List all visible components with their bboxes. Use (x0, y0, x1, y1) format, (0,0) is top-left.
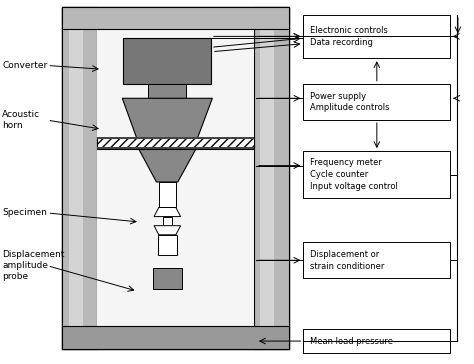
Bar (62, 7, 289, 349)
Bar (254, 7, 289, 349)
Bar (62, 326, 289, 349)
Bar (303, 151, 450, 198)
Bar (62, 7, 97, 349)
Bar (123, 38, 211, 84)
Bar (153, 268, 182, 289)
Text: Mean load pressure: Mean load pressure (310, 337, 393, 346)
Polygon shape (122, 98, 212, 140)
Bar (148, 84, 186, 98)
Bar (260, 7, 274, 349)
Bar (303, 84, 450, 120)
Bar (62, 7, 289, 29)
Polygon shape (154, 207, 181, 217)
Text: Converter: Converter (2, 61, 47, 70)
Text: Displacement or
strain conditioner: Displacement or strain conditioner (310, 250, 385, 271)
Bar (303, 242, 450, 278)
Text: Acoustic
horn: Acoustic horn (2, 110, 40, 130)
Text: Displacement
amplitude
probe: Displacement amplitude probe (2, 250, 65, 281)
Text: Specimen: Specimen (2, 209, 47, 217)
Polygon shape (139, 149, 196, 182)
Bar (303, 329, 450, 353)
Text: Electronic controls
Data recording: Electronic controls Data recording (310, 26, 388, 47)
Bar (97, 29, 254, 326)
Text: Power supply
Amplitude controls: Power supply Amplitude controls (310, 91, 390, 112)
Bar (69, 7, 83, 349)
Polygon shape (154, 226, 181, 235)
Bar (97, 147, 254, 149)
Bar (97, 138, 254, 149)
Bar (159, 182, 176, 207)
Bar (97, 137, 254, 139)
Bar (158, 235, 177, 255)
Bar (303, 15, 450, 58)
Text: Frequency meter
Cycle counter
Input voltage control: Frequency meter Cycle counter Input volt… (310, 158, 398, 191)
Bar (163, 217, 172, 226)
